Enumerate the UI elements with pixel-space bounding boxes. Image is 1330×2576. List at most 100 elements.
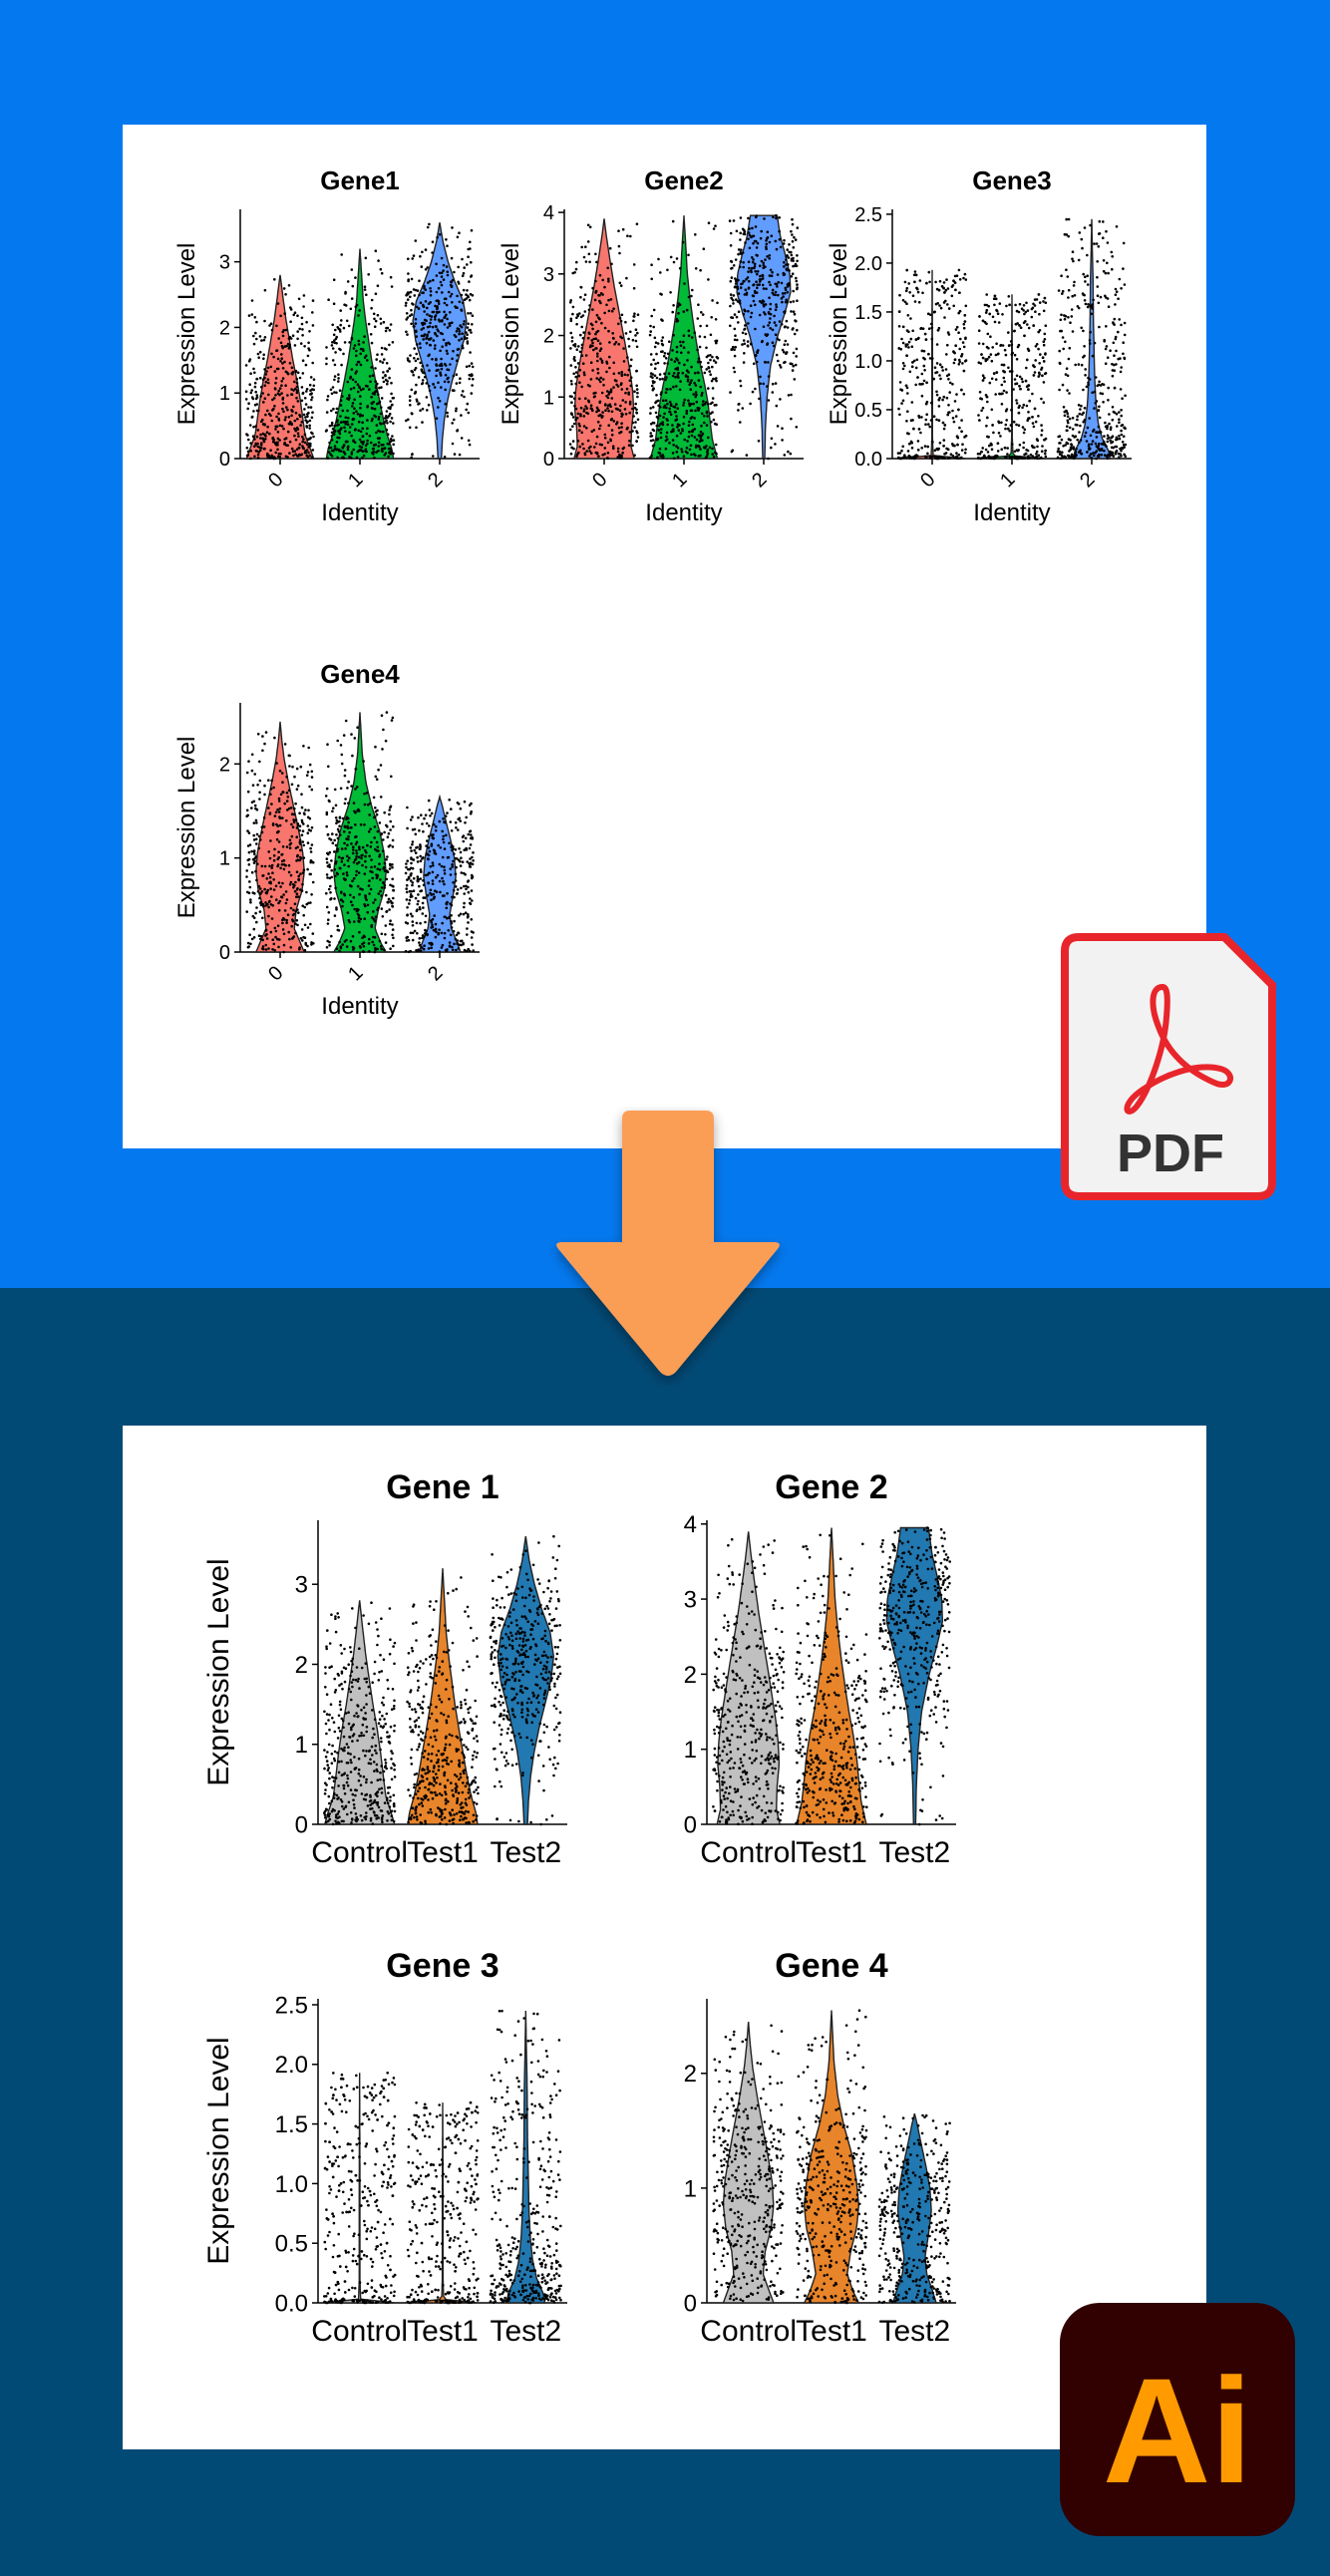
data-point	[650, 384, 654, 388]
data-point	[337, 855, 341, 859]
data-point	[377, 441, 381, 445]
data-point	[303, 433, 307, 437]
data-point	[963, 320, 967, 323]
data-point	[390, 392, 393, 396]
data-point	[1042, 401, 1046, 405]
data-point	[610, 434, 614, 437]
data-point	[689, 444, 693, 448]
data-point	[245, 446, 249, 450]
data-point	[306, 354, 310, 358]
data-point	[672, 334, 675, 337]
data-point	[617, 322, 620, 326]
data-point	[301, 392, 305, 396]
data-point	[1120, 455, 1123, 458]
data-point	[310, 893, 313, 896]
data-point	[458, 339, 461, 342]
data-point	[1025, 366, 1028, 370]
data-point	[1033, 446, 1036, 450]
data-point	[748, 246, 752, 250]
data-point	[392, 889, 396, 892]
data-point	[310, 843, 314, 846]
data-point	[370, 366, 373, 369]
data-point	[296, 314, 299, 317]
data-point	[1121, 397, 1124, 401]
data-point	[992, 431, 995, 435]
data-point	[734, 282, 738, 285]
data-point	[1089, 330, 1092, 334]
data-point	[297, 877, 300, 881]
data-point	[268, 456, 272, 460]
data-point	[782, 242, 786, 245]
data-point	[699, 268, 702, 272]
data-point	[259, 433, 262, 437]
data-point	[421, 421, 424, 424]
data-point	[462, 322, 466, 326]
data-point	[762, 300, 766, 303]
data-point	[1059, 329, 1062, 333]
data-point	[905, 268, 908, 272]
data-point	[299, 856, 303, 860]
data-point	[733, 285, 737, 289]
data-point	[1088, 339, 1092, 342]
data-point	[1022, 431, 1026, 435]
data-point	[417, 893, 420, 896]
data-point	[310, 431, 313, 435]
data-point	[768, 274, 772, 277]
data-point	[941, 421, 945, 425]
data-point	[906, 392, 909, 395]
data-point	[326, 939, 329, 943]
data-point	[1108, 422, 1111, 426]
data-point	[650, 363, 653, 366]
data-point	[312, 384, 316, 388]
data-point	[1063, 314, 1066, 317]
data-point	[346, 826, 350, 830]
data-point	[435, 299, 439, 303]
data-point	[909, 419, 913, 423]
data-point	[938, 304, 941, 307]
data-point	[466, 326, 470, 329]
data-point	[357, 339, 361, 343]
data-point	[1017, 424, 1021, 428]
data-point	[1043, 438, 1046, 442]
data-point	[758, 397, 761, 401]
data-point	[366, 442, 369, 446]
data-point	[686, 378, 690, 381]
data-point	[411, 914, 414, 918]
data-point	[409, 295, 412, 299]
y-tick-label: 3	[543, 264, 554, 286]
data-point	[576, 412, 580, 416]
data-point	[434, 318, 437, 321]
data-point	[354, 380, 357, 384]
data-point	[341, 816, 345, 820]
data-point	[742, 261, 745, 264]
data-point	[597, 316, 600, 319]
data-point	[767, 457, 770, 461]
data-point	[980, 409, 983, 413]
data-point	[248, 383, 251, 387]
data-point	[373, 317, 376, 321]
data-point	[1007, 344, 1011, 347]
data-point	[300, 421, 304, 424]
data-point	[421, 364, 425, 368]
data-point	[351, 754, 354, 758]
data-point	[730, 267, 733, 270]
data-point	[289, 880, 293, 884]
data-point	[435, 824, 438, 828]
data-point	[905, 354, 908, 357]
data-point	[730, 296, 733, 300]
data-point	[1035, 298, 1039, 301]
data-point	[249, 942, 252, 946]
data-point	[257, 409, 260, 413]
data-point	[423, 944, 426, 947]
data-point	[357, 314, 360, 317]
data-point	[715, 377, 718, 380]
data-point	[438, 364, 442, 367]
x-tick-label: 0	[916, 469, 939, 491]
data-point	[775, 404, 779, 408]
data-point	[341, 447, 345, 450]
data-point	[733, 370, 737, 374]
data-point	[1078, 231, 1082, 234]
data-point	[328, 850, 332, 854]
data-point	[277, 419, 281, 422]
data-point	[295, 788, 299, 791]
